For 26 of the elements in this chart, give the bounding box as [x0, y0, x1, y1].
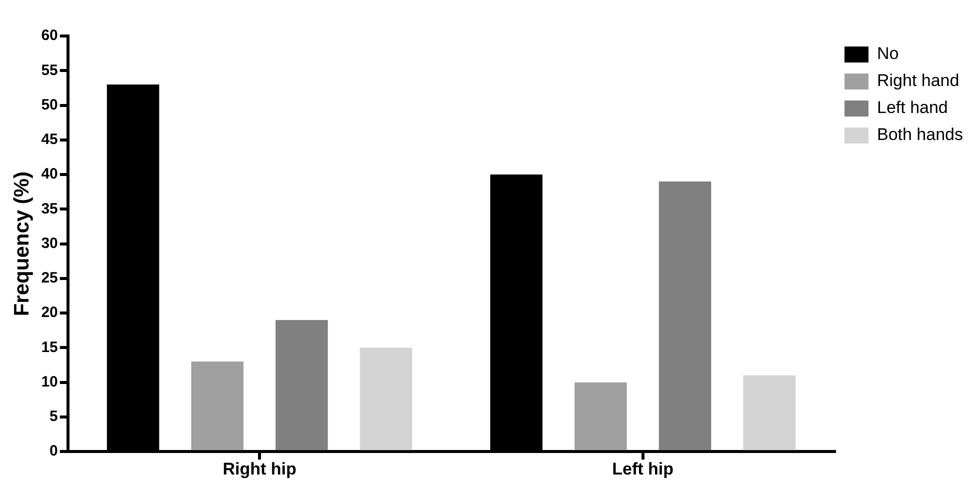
bar	[191, 362, 244, 450]
legend-label: No	[876, 44, 899, 64]
y-tick-label: 5	[50, 408, 58, 426]
legend-label: Left hand	[876, 98, 948, 118]
y-tick-label: 35	[41, 200, 58, 218]
y-tick-label: 55	[41, 62, 58, 79]
y-tick-label: 60	[41, 27, 58, 44]
y-tick-label: 25	[41, 270, 58, 287]
y-axis-title: Frequency (%)	[10, 171, 34, 316]
x-tick-label: Right hip	[222, 459, 296, 478]
y-tick-label: 40	[41, 166, 58, 183]
y-tick-label: 20	[41, 304, 58, 322]
x-tick-label: Left hip	[612, 459, 674, 478]
bar	[574, 382, 627, 450]
y-tick-label: 10	[41, 373, 58, 390]
y-tick-label: 30	[41, 234, 58, 252]
y-tick-label: 0	[50, 442, 58, 460]
bar	[276, 320, 328, 450]
bar	[743, 375, 796, 450]
legend-label: Both hands	[876, 125, 964, 144]
y-tick-label: 50	[41, 96, 58, 114]
bar	[360, 348, 412, 450]
y-tick-label: 15	[41, 338, 58, 356]
legend-label: Right hand	[876, 71, 960, 90]
bar	[658, 181, 712, 450]
y-tick-label: 45	[41, 131, 58, 148]
